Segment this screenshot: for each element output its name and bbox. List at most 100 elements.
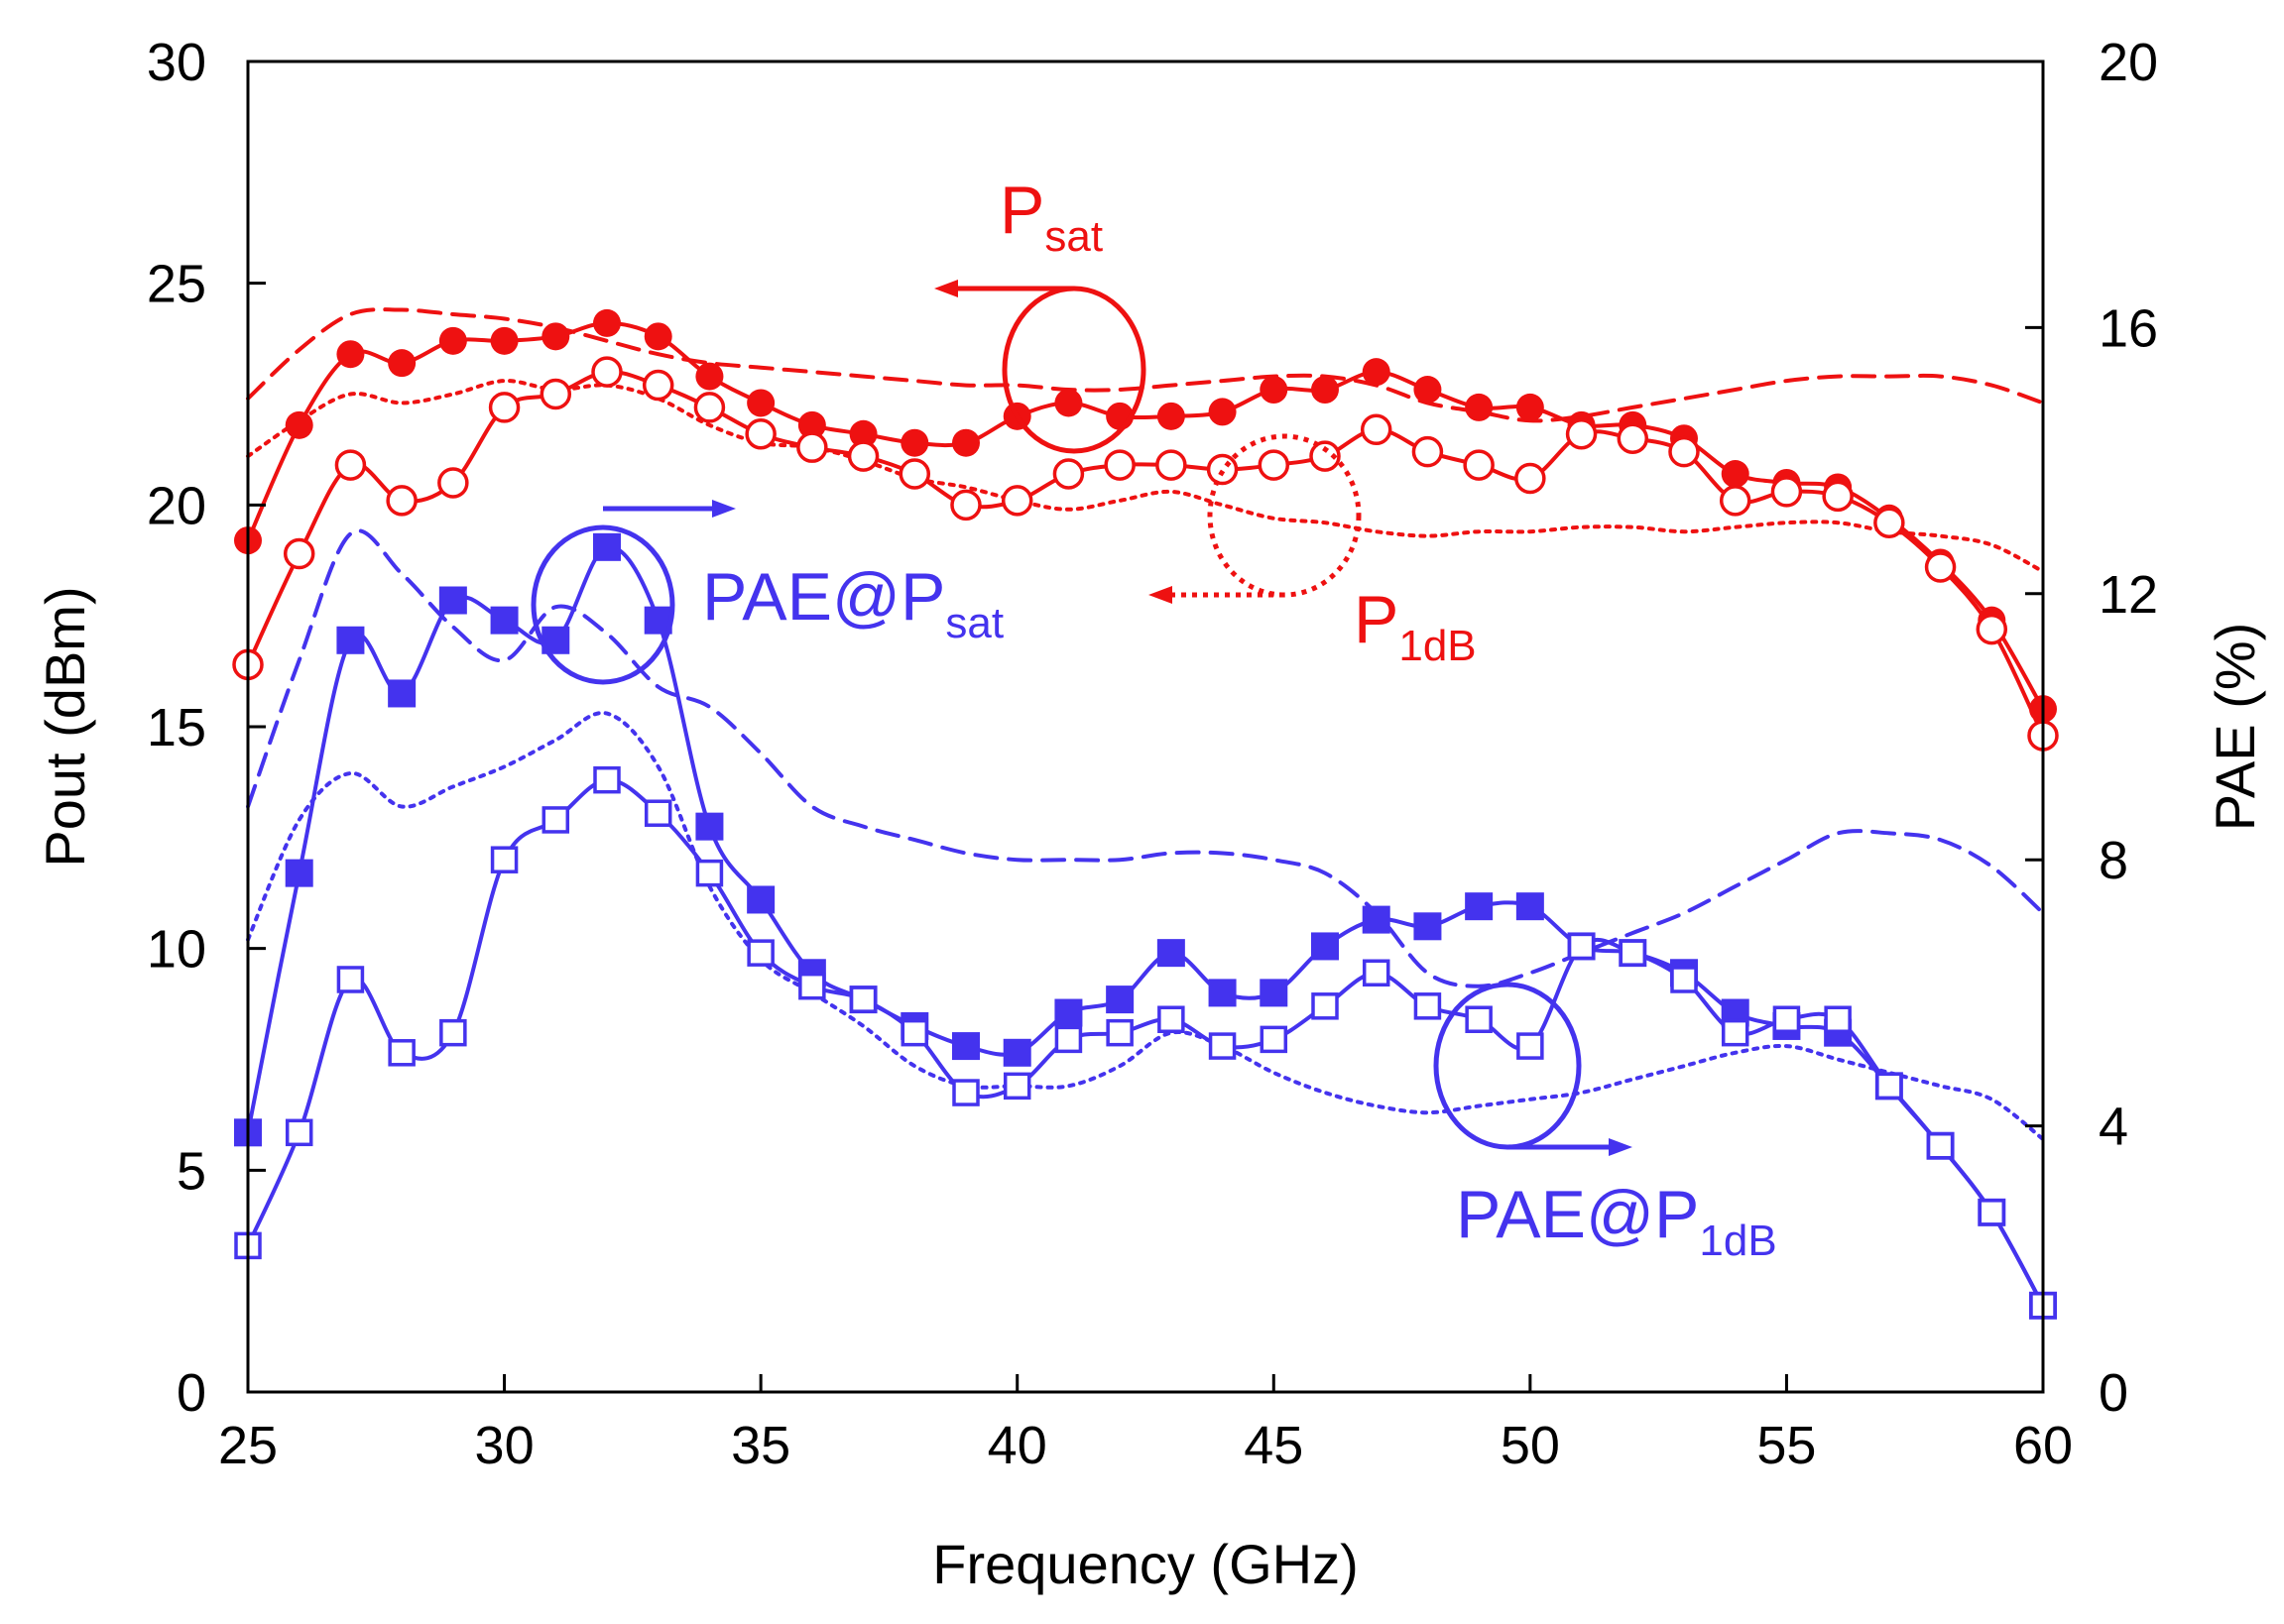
marker-p1db — [540, 378, 572, 410]
p1db-arrowhead — [1148, 586, 1172, 604]
marker-p1db — [1565, 418, 1598, 450]
marker-pae-p1db — [1054, 1025, 1083, 1054]
y-left-tick-label: 30 — [147, 33, 206, 92]
marker-p1db — [1001, 485, 1033, 517]
annotation-layer: Psat P1dB PAE@Psat PAE@P1dB — [531, 173, 1777, 1265]
series-line-p1db — [246, 370, 2045, 738]
marker-psat — [336, 340, 365, 369]
marker-psat — [1156, 402, 1185, 430]
marker-p1db — [1668, 435, 1700, 468]
marker-pae-p1db — [541, 806, 570, 834]
marker-pae-psat — [593, 532, 621, 561]
marker-p1db — [796, 431, 828, 463]
series-line-psat — [246, 320, 2045, 712]
marker-p1db — [950, 489, 982, 522]
marker-pae-p1db — [439, 1018, 467, 1047]
marker-psat — [1311, 376, 1339, 405]
marker-pae-psat — [1106, 986, 1135, 1014]
marker-p1db — [1463, 449, 1495, 481]
marker-pae-p1db — [1772, 1005, 1801, 1033]
marker-pae-p1db — [644, 799, 672, 827]
marker-p1db — [642, 369, 674, 402]
axes-layer: Frequency (GHz) Pout (dBm) PAE (%) 25 30 3… — [34, 33, 2266, 1595]
marker-psat — [1515, 393, 1544, 421]
marker-psat — [695, 362, 724, 391]
marker-psat — [1260, 376, 1288, 405]
marker-p1db — [334, 449, 367, 481]
marker-p1db — [1514, 462, 1546, 495]
marker-psat — [901, 428, 929, 457]
marker-p1db — [1873, 507, 1905, 538]
marker-pae-p1db — [747, 939, 775, 967]
x-tick-label: 40 — [988, 1416, 1047, 1475]
marker-pae-p1db — [593, 765, 621, 794]
marker-pae-psat — [1208, 979, 1237, 1007]
marker-pae-p1db — [798, 972, 826, 1000]
y-axis-left-title: Pout (dBm) — [34, 586, 96, 867]
marker-pae-psat — [1003, 1038, 1031, 1067]
marker-p1db — [1155, 449, 1187, 481]
marker-p1db — [1617, 422, 1649, 454]
marker-p1db — [1924, 551, 1957, 583]
p1db-label: P1dB — [1354, 582, 1477, 670]
marker-pae-psat — [1311, 932, 1339, 961]
marker-pae-psat — [747, 885, 776, 914]
marker-p1db — [283, 537, 315, 570]
marker-p1db — [1309, 440, 1341, 472]
y-right-tick-label: 16 — [2099, 298, 2158, 358]
marker-pae-psat — [1260, 979, 1288, 1007]
marker-pae-p1db — [490, 846, 519, 873]
marker-p1db — [1360, 413, 1392, 446]
y-left-tick-label: 10 — [147, 920, 206, 980]
marker-p1db — [1719, 485, 1751, 517]
marker-p1db — [1206, 453, 1239, 486]
marker-pae-p1db — [1824, 1005, 1852, 1033]
x-tick-label: 35 — [731, 1416, 790, 1475]
marker-pae-p1db — [1208, 1032, 1237, 1060]
marker-pae-psat — [1156, 939, 1185, 968]
marker-p1db — [1770, 476, 1803, 508]
marker-pae-p1db — [1978, 1199, 2006, 1226]
marker-psat — [747, 389, 776, 417]
marker-p1db — [693, 392, 726, 423]
x-tick-label: 50 — [1501, 1416, 1560, 1475]
marker-pae-p1db — [1516, 1032, 1544, 1060]
plot-frame — [246, 59, 2045, 1394]
marker-pae-p1db — [695, 859, 724, 887]
marker-psat — [490, 326, 519, 355]
marker-p1db — [745, 418, 777, 450]
marker-p1db — [591, 356, 623, 388]
series-line-pae-psat — [246, 544, 2045, 1308]
x-tick-label: 60 — [2013, 1416, 2073, 1475]
marker-pae-p1db — [1413, 992, 1442, 1020]
marker-psat — [438, 326, 467, 355]
marker-p1db — [488, 392, 521, 423]
pae-psat-label: PAE@Psat — [702, 559, 1004, 647]
x-tick-label: 55 — [1756, 1416, 1816, 1475]
marker-psat — [952, 428, 980, 457]
marker-psat — [593, 308, 621, 337]
y-left-tick-label: 15 — [147, 698, 206, 757]
marker-p1db — [386, 485, 418, 517]
marker-psat — [1362, 358, 1390, 387]
y-right-tick-label: 8 — [2099, 831, 2128, 890]
marker-p1db — [1822, 480, 1854, 513]
marker-pae-p1db — [285, 1118, 313, 1147]
marker-pae-p1db — [952, 1079, 980, 1106]
marker-pae-p1db — [1003, 1072, 1031, 1101]
marker-psat — [849, 419, 878, 448]
marker-pae-p1db — [1875, 1072, 1903, 1101]
marker-pae-p1db — [1619, 939, 1647, 967]
marker-p1db — [437, 467, 469, 499]
pae-psat-arrowhead — [712, 500, 736, 518]
y-right-tick-label: 0 — [2099, 1363, 2128, 1423]
pae-p1db-callout-ellipse — [1433, 982, 1582, 1150]
y-right-tick-label: 20 — [2099, 33, 2158, 92]
y-left-tick-label: 25 — [147, 255, 206, 314]
marker-psat — [644, 322, 672, 351]
marker-pae-psat — [1054, 998, 1083, 1027]
y-left-tick-label: 0 — [177, 1363, 206, 1423]
marker-psat — [1721, 460, 1749, 489]
marker-pae-p1db — [1260, 1025, 1288, 1054]
